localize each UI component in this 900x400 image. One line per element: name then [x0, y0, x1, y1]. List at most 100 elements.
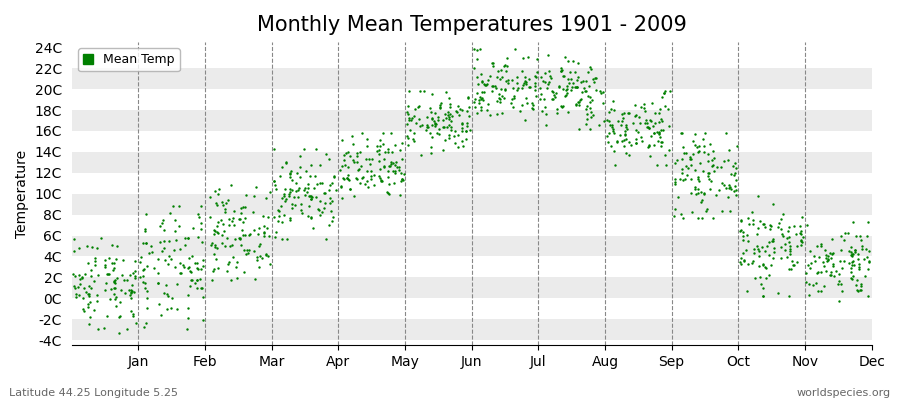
Point	[814, 243, 828, 250]
Point	[561, 76, 575, 82]
Point	[722, 147, 736, 153]
Point	[787, 262, 801, 268]
Point	[133, 274, 148, 280]
Point	[160, 290, 175, 297]
Point	[494, 67, 508, 73]
Point	[144, 243, 158, 249]
Point	[407, 138, 421, 144]
Point	[824, 272, 838, 278]
Point	[102, 254, 116, 261]
Point	[400, 109, 414, 115]
Point	[821, 257, 835, 263]
Point	[212, 186, 227, 192]
Point	[71, 284, 86, 290]
Point	[207, 265, 221, 272]
Point	[727, 170, 742, 176]
Point	[192, 213, 206, 220]
Point	[688, 184, 702, 191]
Point	[104, 286, 118, 293]
Point	[500, 55, 514, 61]
Point	[172, 223, 186, 229]
Point	[177, 241, 192, 248]
Point	[834, 233, 849, 239]
Point	[284, 168, 298, 174]
Point	[662, 88, 677, 94]
Point	[690, 174, 705, 181]
Point	[605, 122, 619, 129]
Point	[726, 163, 741, 169]
Point	[653, 143, 668, 150]
Point	[277, 198, 292, 204]
Point	[844, 248, 859, 255]
Point	[333, 166, 347, 173]
Point	[601, 108, 616, 115]
Point	[138, 285, 152, 292]
Point	[450, 108, 464, 115]
Point	[236, 204, 250, 210]
Point	[772, 220, 787, 226]
Point	[378, 149, 392, 155]
Point	[838, 230, 852, 236]
Point	[762, 272, 777, 278]
Point	[420, 114, 435, 120]
Point	[634, 133, 649, 140]
Point	[518, 78, 533, 85]
Bar	[72, 298, 871, 319]
Point	[304, 196, 319, 202]
Point	[233, 235, 248, 241]
Point	[814, 288, 828, 294]
Point	[210, 245, 224, 252]
Point	[196, 262, 211, 269]
Point	[782, 238, 796, 245]
Point	[325, 198, 339, 204]
Point	[128, 275, 142, 282]
Point	[727, 183, 742, 189]
Point	[360, 178, 374, 184]
Point	[214, 217, 229, 223]
Point	[385, 149, 400, 156]
Point	[498, 87, 512, 94]
Point	[215, 232, 230, 239]
Point	[579, 121, 593, 127]
Point	[218, 206, 232, 212]
Point	[861, 258, 876, 265]
Point	[560, 90, 574, 96]
Point	[72, 292, 86, 298]
Point	[637, 101, 652, 108]
Point	[155, 247, 169, 254]
Point	[767, 249, 781, 255]
Point	[373, 165, 387, 172]
Point	[84, 285, 98, 291]
Point	[177, 235, 192, 241]
Point	[734, 218, 748, 224]
Point	[252, 241, 266, 248]
Point	[323, 208, 338, 214]
Point	[187, 259, 202, 266]
Point	[706, 168, 721, 174]
Point	[353, 149, 367, 155]
Point	[166, 203, 180, 210]
Point	[381, 149, 395, 155]
Point	[218, 243, 232, 250]
Point	[400, 102, 415, 109]
Point	[705, 163, 719, 169]
Point	[221, 222, 236, 228]
Point	[239, 251, 254, 257]
Point	[319, 236, 333, 242]
Point	[850, 277, 865, 284]
Point	[124, 288, 139, 294]
Point	[157, 245, 171, 251]
Point	[606, 126, 620, 132]
Point	[803, 248, 817, 254]
Point	[807, 258, 822, 265]
Point	[552, 83, 566, 90]
Point	[394, 176, 409, 182]
Point	[621, 110, 635, 116]
Point	[153, 223, 167, 230]
Point	[689, 144, 704, 150]
Point	[818, 254, 832, 261]
Point	[251, 242, 266, 249]
Point	[407, 113, 421, 120]
Point	[493, 86, 508, 92]
Point	[718, 130, 733, 136]
